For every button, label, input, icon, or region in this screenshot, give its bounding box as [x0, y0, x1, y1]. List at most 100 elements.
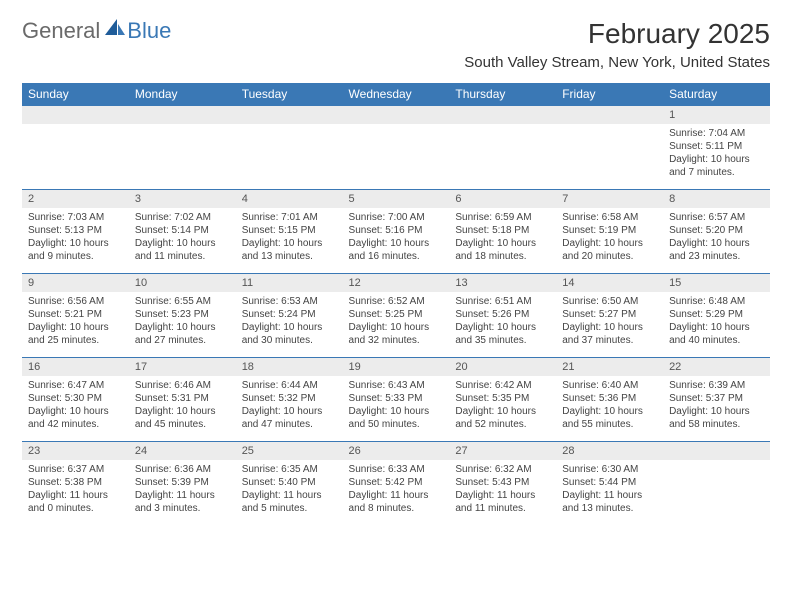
- sunset-text: Sunset: 5:27 PM: [562, 308, 657, 321]
- weekday-header: Wednesday: [343, 83, 450, 106]
- month-title: February 2025: [464, 18, 770, 50]
- day-content-row: Sunrise: 6:37 AMSunset: 5:38 PMDaylight:…: [22, 460, 770, 525]
- logo-text-blue: Blue: [127, 18, 171, 44]
- daylight-text: Daylight: 10 hours and 55 minutes.: [562, 405, 657, 431]
- day-number-cell: [449, 106, 556, 125]
- day-content-cell: Sunrise: 6:32 AMSunset: 5:43 PMDaylight:…: [449, 460, 556, 525]
- sunset-text: Sunset: 5:18 PM: [455, 224, 550, 237]
- day-content-cell: Sunrise: 6:46 AMSunset: 5:31 PMDaylight:…: [129, 376, 236, 442]
- header: General Blue February 2025 South Valley …: [22, 18, 770, 71]
- day-content-cell: Sunrise: 7:00 AMSunset: 5:16 PMDaylight:…: [343, 208, 450, 274]
- daylight-text: Daylight: 10 hours and 45 minutes.: [135, 405, 230, 431]
- sunset-text: Sunset: 5:35 PM: [455, 392, 550, 405]
- logo: General Blue: [22, 18, 171, 44]
- day-number-cell: 12: [343, 274, 450, 293]
- daylight-text: Daylight: 11 hours and 11 minutes.: [455, 489, 550, 515]
- day-content-cell: [22, 124, 129, 190]
- day-number-row: 1: [22, 106, 770, 125]
- day-number-cell: 17: [129, 358, 236, 377]
- sunset-text: Sunset: 5:36 PM: [562, 392, 657, 405]
- sunrise-text: Sunrise: 6:55 AM: [135, 295, 230, 308]
- day-number-cell: 18: [236, 358, 343, 377]
- sunset-text: Sunset: 5:25 PM: [349, 308, 444, 321]
- sunrise-text: Sunrise: 6:42 AM: [455, 379, 550, 392]
- day-content-cell: [556, 124, 663, 190]
- day-number-cell: 5: [343, 190, 450, 209]
- day-number-cell: 11: [236, 274, 343, 293]
- sunrise-text: Sunrise: 6:36 AM: [135, 463, 230, 476]
- sunset-text: Sunset: 5:15 PM: [242, 224, 337, 237]
- daylight-text: Daylight: 11 hours and 8 minutes.: [349, 489, 444, 515]
- weekday-header-row: Sunday Monday Tuesday Wednesday Thursday…: [22, 83, 770, 106]
- daylight-text: Daylight: 10 hours and 42 minutes.: [28, 405, 123, 431]
- sunset-text: Sunset: 5:44 PM: [562, 476, 657, 489]
- day-content-cell: [663, 460, 770, 525]
- day-content-cell: [343, 124, 450, 190]
- sunrise-text: Sunrise: 6:56 AM: [28, 295, 123, 308]
- sunset-text: Sunset: 5:38 PM: [28, 476, 123, 489]
- day-number-cell: [556, 106, 663, 125]
- day-content-cell: Sunrise: 6:52 AMSunset: 5:25 PMDaylight:…: [343, 292, 450, 358]
- day-number-cell: 27: [449, 442, 556, 461]
- day-content-cell: Sunrise: 6:36 AMSunset: 5:39 PMDaylight:…: [129, 460, 236, 525]
- sunrise-text: Sunrise: 7:00 AM: [349, 211, 444, 224]
- sunrise-text: Sunrise: 6:51 AM: [455, 295, 550, 308]
- day-content-row: Sunrise: 7:03 AMSunset: 5:13 PMDaylight:…: [22, 208, 770, 274]
- calendar-table: Sunday Monday Tuesday Wednesday Thursday…: [22, 83, 770, 525]
- daylight-text: Daylight: 10 hours and 16 minutes.: [349, 237, 444, 263]
- weekday-header: Thursday: [449, 83, 556, 106]
- sunrise-text: Sunrise: 6:59 AM: [455, 211, 550, 224]
- daylight-text: Daylight: 10 hours and 7 minutes.: [669, 153, 764, 179]
- day-number-cell: 13: [449, 274, 556, 293]
- day-content-cell: Sunrise: 7:01 AMSunset: 5:15 PMDaylight:…: [236, 208, 343, 274]
- day-content-cell: [449, 124, 556, 190]
- daylight-text: Daylight: 11 hours and 5 minutes.: [242, 489, 337, 515]
- day-content-cell: Sunrise: 6:42 AMSunset: 5:35 PMDaylight:…: [449, 376, 556, 442]
- day-content-cell: Sunrise: 6:58 AMSunset: 5:19 PMDaylight:…: [556, 208, 663, 274]
- sunrise-text: Sunrise: 6:44 AM: [242, 379, 337, 392]
- sunrise-text: Sunrise: 6:57 AM: [669, 211, 764, 224]
- day-content-cell: Sunrise: 7:04 AMSunset: 5:11 PMDaylight:…: [663, 124, 770, 190]
- day-number-cell: 25: [236, 442, 343, 461]
- day-content-cell: Sunrise: 6:48 AMSunset: 5:29 PMDaylight:…: [663, 292, 770, 358]
- daylight-text: Daylight: 10 hours and 50 minutes.: [349, 405, 444, 431]
- day-number-row: 9101112131415: [22, 274, 770, 293]
- daylight-text: Daylight: 10 hours and 37 minutes.: [562, 321, 657, 347]
- sunrise-text: Sunrise: 6:39 AM: [669, 379, 764, 392]
- sunrise-text: Sunrise: 6:58 AM: [562, 211, 657, 224]
- day-number-cell: 10: [129, 274, 236, 293]
- sunset-text: Sunset: 5:33 PM: [349, 392, 444, 405]
- day-number-cell: 21: [556, 358, 663, 377]
- sunset-text: Sunset: 5:40 PM: [242, 476, 337, 489]
- daylight-text: Daylight: 10 hours and 32 minutes.: [349, 321, 444, 347]
- day-number-cell: 1: [663, 106, 770, 125]
- day-content-cell: Sunrise: 6:56 AMSunset: 5:21 PMDaylight:…: [22, 292, 129, 358]
- sunset-text: Sunset: 5:26 PM: [455, 308, 550, 321]
- sunset-text: Sunset: 5:19 PM: [562, 224, 657, 237]
- sunset-text: Sunset: 5:30 PM: [28, 392, 123, 405]
- sunrise-text: Sunrise: 6:33 AM: [349, 463, 444, 476]
- day-content-cell: Sunrise: 6:39 AMSunset: 5:37 PMDaylight:…: [663, 376, 770, 442]
- sunrise-text: Sunrise: 6:40 AM: [562, 379, 657, 392]
- daylight-text: Daylight: 11 hours and 0 minutes.: [28, 489, 123, 515]
- day-number-cell: 20: [449, 358, 556, 377]
- day-content-cell: Sunrise: 6:35 AMSunset: 5:40 PMDaylight:…: [236, 460, 343, 525]
- day-content-cell: Sunrise: 6:55 AMSunset: 5:23 PMDaylight:…: [129, 292, 236, 358]
- daylight-text: Daylight: 10 hours and 23 minutes.: [669, 237, 764, 263]
- daylight-text: Daylight: 11 hours and 13 minutes.: [562, 489, 657, 515]
- day-number-cell: 2: [22, 190, 129, 209]
- sunrise-text: Sunrise: 7:03 AM: [28, 211, 123, 224]
- day-number-cell: 26: [343, 442, 450, 461]
- sunset-text: Sunset: 5:43 PM: [455, 476, 550, 489]
- day-content-cell: [236, 124, 343, 190]
- calendar-body: 1Sunrise: 7:04 AMSunset: 5:11 PMDaylight…: [22, 106, 770, 526]
- day-number-cell: 7: [556, 190, 663, 209]
- daylight-text: Daylight: 10 hours and 58 minutes.: [669, 405, 764, 431]
- sunset-text: Sunset: 5:37 PM: [669, 392, 764, 405]
- weekday-header: Monday: [129, 83, 236, 106]
- day-number-cell: 14: [556, 274, 663, 293]
- day-content-cell: Sunrise: 6:43 AMSunset: 5:33 PMDaylight:…: [343, 376, 450, 442]
- sunset-text: Sunset: 5:21 PM: [28, 308, 123, 321]
- sunrise-text: Sunrise: 7:01 AM: [242, 211, 337, 224]
- sunrise-text: Sunrise: 6:47 AM: [28, 379, 123, 392]
